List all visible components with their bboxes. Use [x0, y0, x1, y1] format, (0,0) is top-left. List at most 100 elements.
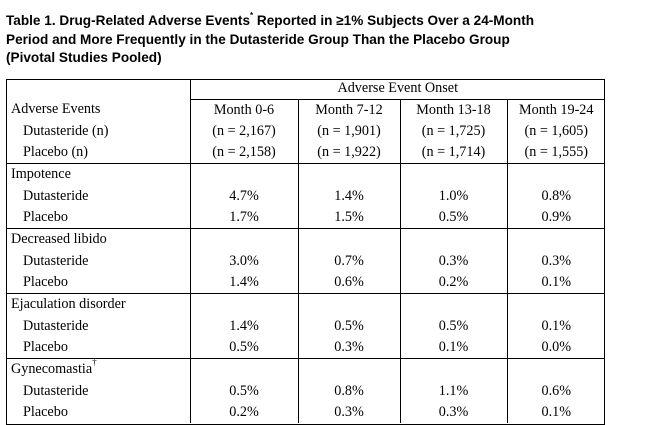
row-label-dutasteride-n: Dutasteride (n)	[23, 122, 109, 139]
row-label-placebo-n: Placebo (n)	[23, 143, 89, 160]
value-cell: 1.0%	[399, 185, 507, 207]
header-dutasteride-n-row: Dutasteride (n) (n = 2,167) (n = 1,901) …	[6, 120, 605, 142]
placebo-n-cell: (n = 1,714)	[399, 141, 507, 163]
group-blank-cell	[189, 162, 298, 186]
title-footnote-mark: *	[250, 11, 254, 21]
table-row: Dutasteride 4.7% 1.4% 1.0% 0.8%	[6, 185, 605, 207]
title-line2: Period and More Frequently in the Dutast…	[6, 31, 510, 47]
table-row: Dutasteride 0.5% 0.8% 1.1% 0.6%	[6, 380, 605, 402]
value-cell: 0.5%	[189, 336, 298, 358]
value-cell: 0.8%	[506, 185, 605, 207]
row-label: Placebo	[23, 338, 68, 355]
value-cell: 0.3%	[506, 250, 605, 272]
group-blank-cell	[297, 357, 400, 381]
value-cell: 1.5%	[297, 206, 400, 228]
value-cell: 0.1%	[399, 336, 507, 358]
group-blank-cell	[297, 292, 400, 316]
group-name-cell: Impotence	[6, 162, 190, 186]
value-cell: 0.3%	[399, 250, 507, 272]
group-blank-cell	[297, 227, 400, 251]
value-cell: 0.5%	[399, 206, 507, 228]
value-cell: 0.8%	[297, 380, 400, 402]
dutasteride-n-cell: (n = 2,167)	[189, 120, 298, 142]
col-header-month: Month 0-6	[189, 99, 298, 121]
header-month-row: Adverse Events Month 0-6 Month 7-12 Mont…	[6, 99, 605, 121]
table-row: Dutasteride 1.4% 0.5% 0.5% 0.1%	[6, 315, 605, 337]
value-cell: 0.3%	[399, 401, 507, 423]
value-cell: 3.0%	[189, 250, 298, 272]
header-onset-row: Adverse Event Onset	[6, 79, 605, 100]
col-header-month: Month 19-24	[506, 99, 605, 121]
table-row: Placebo 1.7% 1.5% 0.5% 0.9%	[6, 206, 605, 228]
row-label: Placebo	[23, 208, 68, 225]
group-name: Impotence	[11, 166, 71, 182]
table-row: Placebo 0.5% 0.3% 0.1% 0.0%	[6, 336, 605, 358]
value-cell: 0.5%	[399, 315, 507, 337]
group-blank-cell	[506, 227, 605, 251]
table-row: Dutasteride 3.0% 0.7% 0.3% 0.3%	[6, 250, 605, 272]
group-header-row: Impotence	[6, 162, 605, 186]
value-cell: 0.1%	[506, 271, 605, 293]
row-label: Dutasteride	[23, 187, 89, 204]
title-line1-end: Reported in ≥1% Subjects Over a 24-Month	[253, 13, 535, 28]
row-label: Placebo	[23, 273, 68, 290]
placebo-n-cell: (n = 2,158)	[189, 141, 298, 163]
value-cell: 1.1%	[399, 380, 507, 402]
value-cell: 0.7%	[297, 250, 400, 272]
col-header-adverse-events: Adverse Events	[11, 101, 101, 118]
dutasteride-n-cell: (n = 1,605)	[506, 120, 605, 142]
value-cell: 0.1%	[506, 315, 605, 337]
table-row: Placebo 0.2% 0.3% 0.3% 0.1%	[6, 401, 605, 423]
value-cell: 0.3%	[297, 401, 400, 423]
row-label: Placebo	[23, 403, 68, 420]
group-header-row: Decreased libido	[6, 227, 605, 251]
col-header-month: Month 13-18	[399, 99, 507, 121]
group-blank-cell	[506, 292, 605, 316]
row-label: Dutasteride	[23, 317, 89, 334]
dutasteride-n-cell: (n = 1,725)	[399, 120, 507, 142]
value-cell: 0.5%	[189, 380, 298, 402]
value-cell: 0.6%	[297, 271, 400, 293]
group-name: Decreased libido	[11, 231, 107, 247]
group-blank-cell	[399, 357, 507, 381]
group-name: Gynecomastia	[11, 361, 93, 377]
table-title: Table 1. Drug-Related Adverse Events* Re…	[6, 12, 646, 68]
value-cell: 0.2%	[189, 401, 298, 423]
value-cell: 1.4%	[189, 315, 298, 337]
value-cell: 1.7%	[189, 206, 298, 228]
group-blank-cell	[297, 162, 400, 186]
value-cell: 1.4%	[189, 271, 298, 293]
title-line3: (Pivotal Studies Pooled)	[6, 50, 162, 65]
group-name-cell: Decreased libido	[6, 227, 190, 251]
title-line1-start: Table 1. Drug-Related Adverse Events	[6, 13, 251, 28]
group-name-cell: Gynecomastia†	[6, 357, 190, 381]
value-cell: 0.2%	[399, 271, 507, 293]
group-blank-cell	[189, 357, 298, 381]
group-header-row: Ejaculation disorder	[6, 292, 605, 316]
group-blank-cell	[399, 292, 507, 316]
group-blank-cell	[506, 357, 605, 381]
value-cell: 0.6%	[506, 380, 605, 402]
adverse-events-table: Adverse Event Onset Adverse Events Month…	[6, 79, 605, 423]
group-footnote-mark: †	[92, 358, 97, 368]
onset-header: Adverse Event Onset	[189, 79, 605, 100]
header-blank-cell	[6, 79, 190, 99]
header-placebo-n-row: Placebo (n) (n = 2,158) (n = 1,922) (n =…	[6, 141, 605, 163]
table-row: Placebo 1.4% 0.6% 0.2% 0.1%	[6, 271, 605, 293]
row-label: Dutasteride	[23, 382, 89, 399]
value-cell: 0.3%	[297, 336, 400, 358]
title-line1: Table 1. Drug-Related Adverse Events* Re…	[6, 11, 535, 28]
row-label: Dutasteride	[23, 252, 89, 269]
group-header-row: Gynecomastia†	[6, 357, 605, 381]
value-cell: 0.9%	[506, 206, 605, 228]
placebo-n-cell: (n = 1,555)	[506, 141, 605, 163]
group-blank-cell	[189, 292, 298, 316]
group-blank-cell	[189, 227, 298, 251]
value-cell: 1.4%	[297, 185, 400, 207]
group-blank-cell	[506, 162, 605, 186]
value-cell: 0.1%	[506, 401, 605, 423]
placebo-n-cell: (n = 1,922)	[297, 141, 400, 163]
col-header-month: Month 7-12	[297, 99, 400, 121]
dutasteride-n-cell: (n = 1,901)	[297, 120, 400, 142]
group-name-cell: Ejaculation disorder	[6, 292, 190, 316]
